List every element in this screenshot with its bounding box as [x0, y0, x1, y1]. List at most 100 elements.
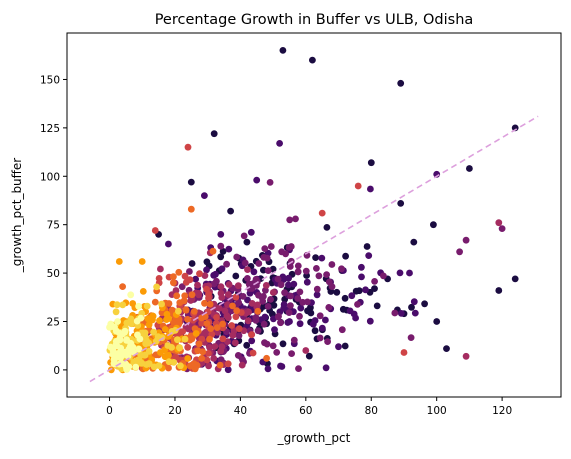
data-point	[324, 338, 331, 345]
data-point	[287, 302, 294, 309]
chart-title: Percentage Growth in Buffer vs ULB, Odis…	[155, 12, 474, 28]
reference-line	[89, 115, 539, 383]
data-point	[274, 275, 282, 283]
data-point	[135, 345, 143, 353]
data-point	[192, 330, 200, 337]
data-point	[270, 301, 278, 309]
data-point	[235, 325, 243, 333]
data-point	[195, 289, 202, 297]
data-point	[181, 272, 189, 280]
data-point	[254, 327, 262, 335]
data-point	[138, 258, 146, 265]
data-point	[205, 362, 213, 370]
x-tick-label: 60	[299, 405, 312, 417]
data-point	[309, 56, 316, 64]
data-point	[172, 287, 180, 294]
data-point	[287, 243, 295, 250]
data-point	[411, 309, 419, 317]
data-point	[397, 200, 405, 207]
data-point	[380, 272, 387, 280]
data-point	[273, 349, 281, 356]
data-point	[115, 258, 123, 265]
data-point	[209, 247, 217, 255]
data-point	[217, 283, 225, 290]
data-point	[164, 342, 172, 349]
y-tick-label: 125	[40, 123, 60, 135]
data-point	[181, 292, 189, 300]
x-tick-label: 40	[234, 405, 247, 417]
data-point	[260, 320, 268, 328]
data-point	[109, 351, 117, 358]
data-point	[106, 323, 113, 331]
data-point	[233, 307, 241, 315]
data-point	[184, 355, 192, 362]
data-point	[173, 292, 181, 300]
data-point	[123, 336, 130, 343]
data-point	[188, 291, 196, 299]
data-point	[244, 317, 252, 325]
data-point	[229, 302, 236, 310]
data-point	[305, 352, 313, 360]
data-point	[201, 192, 208, 200]
data-point	[190, 308, 198, 315]
y-tick-label: 150	[40, 74, 60, 86]
data-point	[145, 321, 153, 329]
data-point	[110, 360, 118, 367]
data-point	[253, 176, 261, 184]
data-point	[367, 185, 374, 193]
data-point	[279, 340, 287, 348]
data-point	[244, 275, 251, 282]
data-point	[176, 344, 184, 352]
x-tick-label: 80	[365, 405, 378, 417]
data-point	[157, 265, 164, 273]
data-point	[296, 288, 304, 296]
data-point	[157, 349, 164, 356]
data-point	[213, 324, 221, 331]
data-point	[127, 315, 135, 323]
data-point	[262, 282, 270, 289]
data-point	[263, 340, 271, 348]
x-axis: 0 20 40 60 80 100 120	[106, 397, 512, 417]
data-point	[125, 363, 133, 370]
data-point	[217, 242, 225, 250]
data-point	[219, 320, 227, 328]
data-point	[269, 289, 277, 296]
data-point	[217, 347, 225, 355]
data-point	[181, 335, 189, 343]
x-tick-label: 100	[427, 405, 447, 417]
data-point	[190, 360, 198, 368]
data-point	[333, 288, 341, 296]
reference-line-group	[89, 115, 539, 383]
data-point	[254, 301, 261, 309]
data-point	[225, 245, 233, 253]
data-point	[217, 253, 225, 261]
data-point	[267, 296, 274, 303]
data-point	[158, 300, 166, 308]
data-point	[201, 272, 209, 279]
data-point	[206, 344, 213, 351]
data-point	[177, 362, 184, 370]
data-point	[362, 286, 369, 294]
data-point	[203, 356, 211, 364]
data-point	[373, 302, 381, 310]
data-point	[187, 205, 195, 213]
data-point	[406, 269, 413, 277]
data-point	[367, 159, 375, 167]
y-tick-label: 50	[47, 268, 60, 280]
data-point	[151, 298, 159, 306]
data-point	[174, 336, 181, 344]
data-point	[198, 355, 206, 362]
data-point	[233, 253, 241, 261]
data-point	[107, 343, 114, 351]
data-point	[206, 335, 213, 343]
data-point	[175, 268, 183, 276]
data-point	[276, 140, 283, 147]
data-point	[178, 283, 186, 291]
data-point	[278, 248, 286, 256]
data-point	[132, 363, 140, 371]
data-point	[294, 268, 302, 276]
data-point	[165, 351, 172, 359]
data-point	[187, 178, 195, 186]
data-point	[127, 291, 135, 299]
